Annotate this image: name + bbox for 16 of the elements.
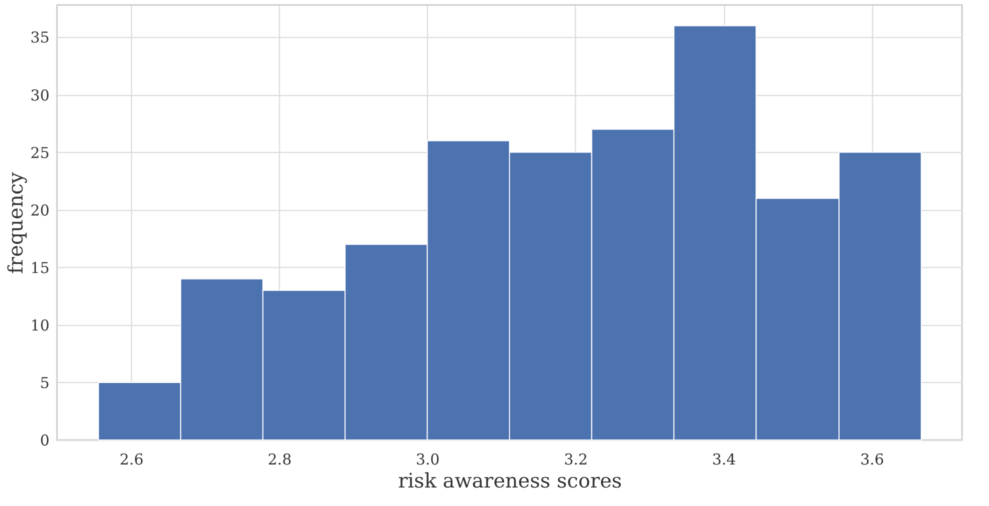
y-tick-label: 0 — [40, 432, 50, 450]
y-tick-label: 20 — [30, 201, 50, 220]
x-tick-label: 3.6 — [860, 450, 884, 468]
x-axis-title: risk awareness scores — [398, 468, 622, 492]
y-tick-label: 35 — [30, 28, 50, 47]
y-axis-title: frequency — [3, 171, 28, 274]
y-tick-label: 15 — [30, 258, 50, 277]
x-tick-label: 3.2 — [564, 450, 588, 468]
x-tick-label: 2.6 — [120, 450, 144, 468]
x-tick-label: 2.8 — [268, 450, 292, 468]
y-tick-label: 10 — [30, 316, 50, 334]
y-tick-label: 30 — [30, 86, 50, 104]
x-tick-label: 3.0 — [416, 450, 440, 468]
y-tick-label: 5 — [40, 374, 50, 392]
x-tick-label: 3.4 — [712, 450, 736, 468]
y-tick-label: 25 — [30, 144, 50, 162]
